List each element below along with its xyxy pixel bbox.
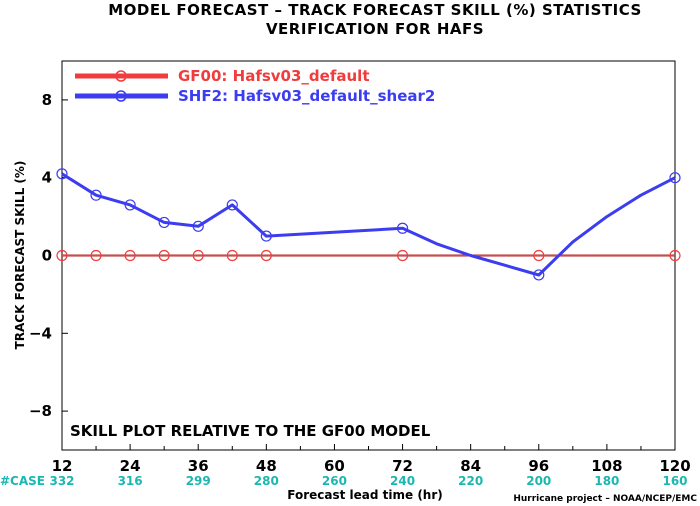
x-tick-label: 36 (188, 457, 209, 475)
case-count-label: #CASE (0, 474, 45, 488)
data-point (192, 220, 204, 232)
case-count: 260 (322, 474, 347, 488)
legend-label: SHF2: Hafsv03_default_shear2 (178, 87, 435, 105)
chart-subtitle: VERIFICATION FOR HAFS (266, 20, 484, 38)
skill-note: SKILL PLOT RELATIVE TO THE GF00 MODEL (70, 422, 431, 440)
data-point (669, 249, 681, 262)
data-point (226, 249, 238, 262)
data-point (124, 249, 136, 262)
plot-area (56, 60, 681, 451)
data-point (533, 249, 545, 262)
y-tick-label: 0 (42, 247, 52, 265)
y-tick-label: −8 (29, 402, 52, 420)
data-point (226, 199, 238, 211)
data-point (158, 216, 170, 229)
x-tick-label: 72 (392, 457, 413, 475)
data-point (669, 172, 681, 184)
x-tick-label: 48 (256, 457, 277, 475)
series-line (61, 172, 676, 277)
case-count: 160 (662, 474, 687, 488)
data-point (533, 269, 545, 281)
y-tick-label: 4 (42, 169, 52, 187)
x-tick-label: 84 (460, 457, 481, 475)
data-point (158, 249, 170, 262)
x-tick-label: 60 (324, 457, 345, 475)
case-count: 240 (390, 474, 415, 488)
legend-marker (115, 70, 127, 82)
x-tick-label: 24 (120, 457, 141, 475)
case-count: 200 (526, 474, 551, 488)
x-tick-label: 12 (52, 457, 73, 475)
data-point (396, 222, 409, 234)
legend-marker (115, 90, 127, 102)
x-axis-label: Forecast lead time (hr) (287, 488, 443, 502)
data-point (90, 189, 102, 201)
data-point (192, 249, 204, 262)
x-tick-label: 120 (659, 457, 690, 475)
y-axis-label: TRACK FORECAST SKILL (%) (13, 161, 27, 350)
legend-label: GF00: Hafsv03_default (178, 67, 369, 85)
case-count: 299 (186, 474, 211, 488)
credit-text: Hurricane project – NOAA/NCEP/EMC (513, 494, 697, 504)
data-point (124, 199, 136, 211)
data-point (56, 249, 68, 262)
data-point (260, 230, 272, 242)
case-count: 316 (118, 474, 143, 488)
case-count: 220 (458, 474, 483, 488)
data-point (260, 249, 272, 262)
chart-title: MODEL FORECAST – TRACK FORECAST SKILL (%… (108, 1, 642, 19)
case-count: 180 (594, 474, 619, 488)
x-tick-label: 108 (591, 457, 622, 475)
data-point (90, 249, 102, 262)
data-point (56, 168, 68, 180)
data-point (396, 249, 409, 262)
case-count: 280 (254, 474, 279, 488)
case-count: 332 (49, 474, 74, 488)
x-tick-label: 96 (528, 457, 549, 475)
y-tick-label: 8 (42, 91, 52, 109)
y-tick-label: −4 (29, 324, 52, 342)
